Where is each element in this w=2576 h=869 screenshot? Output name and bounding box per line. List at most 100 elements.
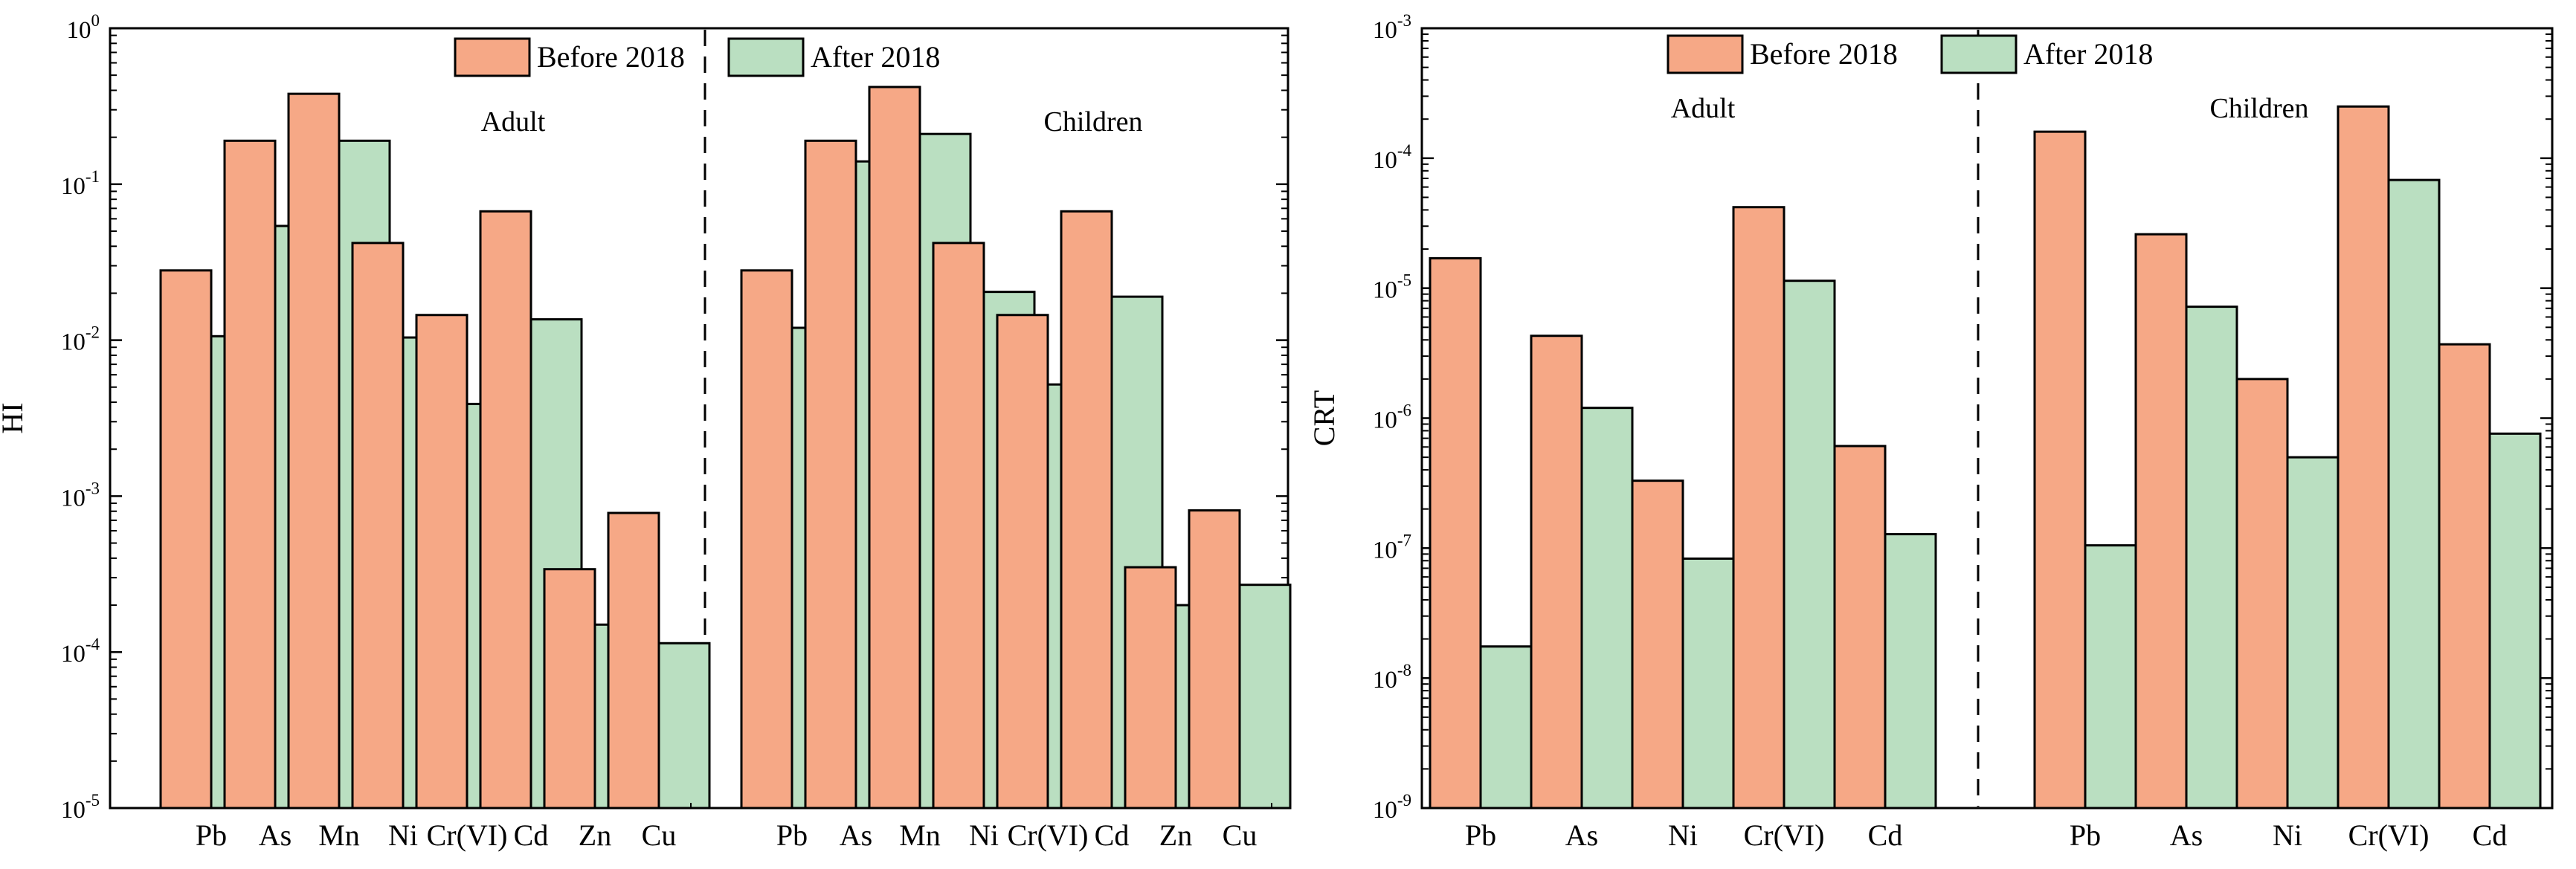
- bar-adult-mn-before: [287, 92, 341, 810]
- x-tick-label: As: [259, 818, 292, 852]
- y-tick-base: 10: [1373, 667, 1397, 694]
- x-tick-label: Pb: [1465, 818, 1496, 852]
- y-tick-label: 10-1: [61, 167, 100, 200]
- bar-adult-cu-before: [607, 511, 660, 810]
- legend-label-after: After 2018: [2023, 37, 2153, 71]
- y-tick-label: 10-2: [61, 323, 100, 356]
- bar-children-crvi-before: [2337, 105, 2390, 810]
- bar-children-zn-before: [1124, 566, 1177, 810]
- y-tick-base: 10: [1373, 17, 1397, 44]
- y-axis-label: CRT: [1307, 390, 1341, 446]
- bar-adult-crvi-before: [1732, 206, 1786, 810]
- y-tick-base: 10: [1373, 537, 1397, 563]
- x-tick-label: Pb: [776, 818, 808, 852]
- legend-swatch-after: [727, 37, 805, 77]
- y-tick-label: 10-4: [61, 635, 100, 668]
- y-tick-label: 10-7: [1373, 531, 1411, 563]
- bar-children-pb-after: [2084, 544, 2137, 810]
- legend-swatch-after: [1940, 34, 2018, 74]
- legend-swatch-before: [454, 37, 531, 77]
- bar-children-ni-before: [2235, 378, 2289, 810]
- y-tick-exponent: -1: [86, 167, 100, 186]
- bar-children-mn-before: [868, 85, 921, 810]
- x-tick-label: Ni: [1668, 818, 1698, 852]
- y-tick-label: 10-5: [61, 791, 100, 824]
- x-tick-label: Cd: [1095, 818, 1130, 852]
- y-tick-label: 10-6: [1373, 401, 1411, 434]
- bar-children-as-before: [2134, 233, 2188, 810]
- bar-children-ni-after: [2286, 456, 2340, 810]
- bar-children-crvi-before: [996, 314, 1049, 810]
- legend-swatch-before: [1667, 34, 1744, 74]
- y-tick-label: 10-3: [1373, 11, 1411, 44]
- x-tick-label: Ni: [2273, 818, 2302, 852]
- y-tick-exponent: -4: [1397, 141, 1412, 160]
- x-tick-label: Ni: [969, 818, 999, 852]
- y-tick-base: 10: [1373, 797, 1397, 824]
- x-tick-label: Cd: [514, 818, 549, 852]
- x-tick-label: Cu: [642, 818, 677, 852]
- bar-adult-crvi-after: [1783, 280, 1836, 810]
- group-label-adult: Adult: [481, 106, 546, 138]
- bar-children-pb-before: [740, 269, 793, 810]
- y-tick-exponent: -6: [1397, 401, 1411, 420]
- legend-label-before: Before 2018: [537, 40, 685, 74]
- bar-adult-ni-before: [351, 242, 405, 810]
- y-tick-exponent: -5: [1397, 271, 1411, 290]
- x-tick-label: As: [840, 818, 872, 852]
- bar-children-crvi-after: [2387, 178, 2441, 810]
- bar-adult-crvi-before: [415, 314, 468, 810]
- y-tick-base: 10: [1373, 407, 1397, 434]
- y-tick-exponent: -8: [1397, 661, 1411, 679]
- bar-adult-cd-after: [1884, 533, 1937, 810]
- bar-children-as-after: [2185, 306, 2238, 810]
- y-tick-base: 10: [61, 485, 86, 511]
- x-tick-label: Mn: [899, 818, 941, 852]
- y-tick-exponent: -7: [1397, 531, 1411, 549]
- y-tick-base: 10: [61, 329, 86, 356]
- bar-adult-cu-after: [657, 642, 711, 810]
- bar-adult-pb-after: [1479, 645, 1533, 810]
- bar-children-cu-before: [1188, 509, 1241, 810]
- x-tick-label: Cr(VI): [427, 818, 508, 852]
- x-tick-label: Cr(VI): [1744, 818, 1825, 852]
- bar-adult-as-before: [223, 139, 277, 810]
- y-tick-label: 100: [67, 11, 100, 44]
- bar-children-cd-before: [2438, 343, 2491, 810]
- bar-adult-ni-after: [1681, 557, 1735, 810]
- bar-adult-as-after: [1580, 407, 1634, 810]
- y-tick-exponent: -3: [86, 479, 100, 497]
- y-tick-label: 10-8: [1373, 661, 1411, 694]
- x-tick-label: Pb: [196, 818, 227, 852]
- y-tick-exponent: 0: [91, 11, 100, 30]
- x-tick-label: Cr(VI): [1008, 818, 1089, 852]
- group-label-children: Children: [1044, 106, 1143, 138]
- y-tick-exponent: -3: [1397, 11, 1411, 30]
- bar-adult-cd-before: [479, 210, 532, 810]
- legend-label-before: Before 2018: [1750, 37, 1898, 71]
- legend-label-after: After 2018: [811, 40, 940, 74]
- y-tick-label: 10-4: [1373, 141, 1412, 174]
- y-tick-exponent: -9: [1397, 791, 1411, 810]
- bar-children-cu-after: [1238, 584, 1292, 810]
- y-axis-label: HI: [0, 402, 29, 433]
- x-tick-label: Cd: [1868, 818, 1903, 852]
- bar-adult-ni-before: [1631, 479, 1684, 810]
- y-tick-label: 10-9: [1373, 791, 1411, 824]
- y-tick-label: 10-5: [1373, 271, 1411, 304]
- bar-adult-as-before: [1530, 335, 1583, 810]
- y-tick-label: 10-3: [61, 479, 100, 511]
- y-tick-base: 10: [61, 797, 86, 824]
- bar-adult-cd-before: [1833, 445, 1887, 810]
- x-tick-label: Cu: [1223, 818, 1258, 852]
- y-tick-base: 10: [1373, 147, 1397, 174]
- y-tick-base: 10: [67, 17, 91, 44]
- x-tick-label: Ni: [388, 818, 418, 852]
- group-label-children: Children: [2210, 93, 2309, 124]
- y-tick-exponent: -4: [86, 635, 100, 653]
- x-tick-label: As: [1565, 818, 1598, 852]
- y-tick-base: 10: [1373, 277, 1397, 304]
